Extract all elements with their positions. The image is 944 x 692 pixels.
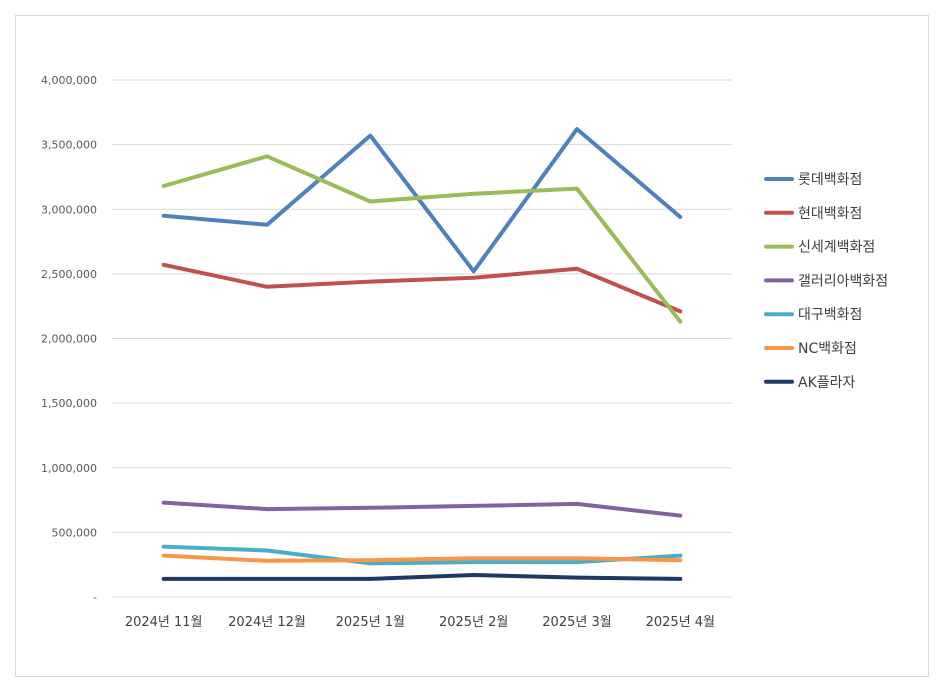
y-tick-label: - (93, 591, 97, 604)
legend-item: 대구백화점 (764, 307, 862, 323)
series-line (161, 553, 683, 563)
y-tick-label: 4,000,000 (41, 74, 97, 87)
x-tick-label: 2024년 11월 (125, 615, 203, 630)
y-tick-label: 2,000,000 (41, 333, 97, 346)
series-lines (161, 127, 683, 581)
series-line (161, 573, 683, 581)
legend-item: 현대백화점 (764, 206, 862, 222)
legend-label: 현대백화점 (798, 206, 862, 222)
x-tick-label: 2025년 3월 (542, 615, 611, 630)
legend-label: NC백화점 (798, 341, 857, 357)
x-tick-label: 2024년 12월 (228, 615, 306, 630)
y-tick-label: 3,000,000 (41, 203, 97, 216)
legend-label: 신세계백화점 (798, 240, 875, 256)
series-line (161, 500, 683, 518)
legend-label: 롯데백화점 (798, 172, 862, 188)
legend-label: 갤러리아백화점 (798, 273, 888, 289)
legend-item: 갤러리아백화점 (764, 273, 888, 289)
legend-item: AK플라자 (764, 375, 856, 391)
gridlines (112, 79, 732, 598)
y-tick-label: 500,000 (52, 526, 98, 539)
series-line (161, 544, 683, 566)
x-tick-label: 2025년 2월 (439, 615, 508, 630)
y-tick-label: 1,500,000 (41, 397, 97, 410)
series-line (161, 262, 683, 314)
legend-item: NC백화점 (764, 341, 857, 357)
legend-label: AK플라자 (798, 375, 856, 391)
series-line (161, 127, 683, 274)
legend-item: 롯데백화점 (764, 172, 862, 188)
legend-label: 대구백화점 (798, 307, 862, 323)
y-tick-label: 1,000,000 (41, 462, 97, 475)
x-axis-ticks: 2024년 11월 2024년 12월 2025년 1월 2025년 2월 2025년 … (125, 615, 715, 630)
y-tick-label: 3,500,000 (41, 139, 97, 152)
x-tick-label: 2025년 4월 (646, 615, 715, 630)
y-axis-ticks: - 500,000 1,000,000 1,500,000 2,000,000 2,500… (41, 74, 97, 604)
y-tick-label: 2,500,000 (41, 268, 97, 281)
legend-item: 신세계백화점 (764, 240, 875, 256)
series-line (161, 154, 683, 324)
x-tick-label: 2025년 1월 (336, 615, 405, 630)
